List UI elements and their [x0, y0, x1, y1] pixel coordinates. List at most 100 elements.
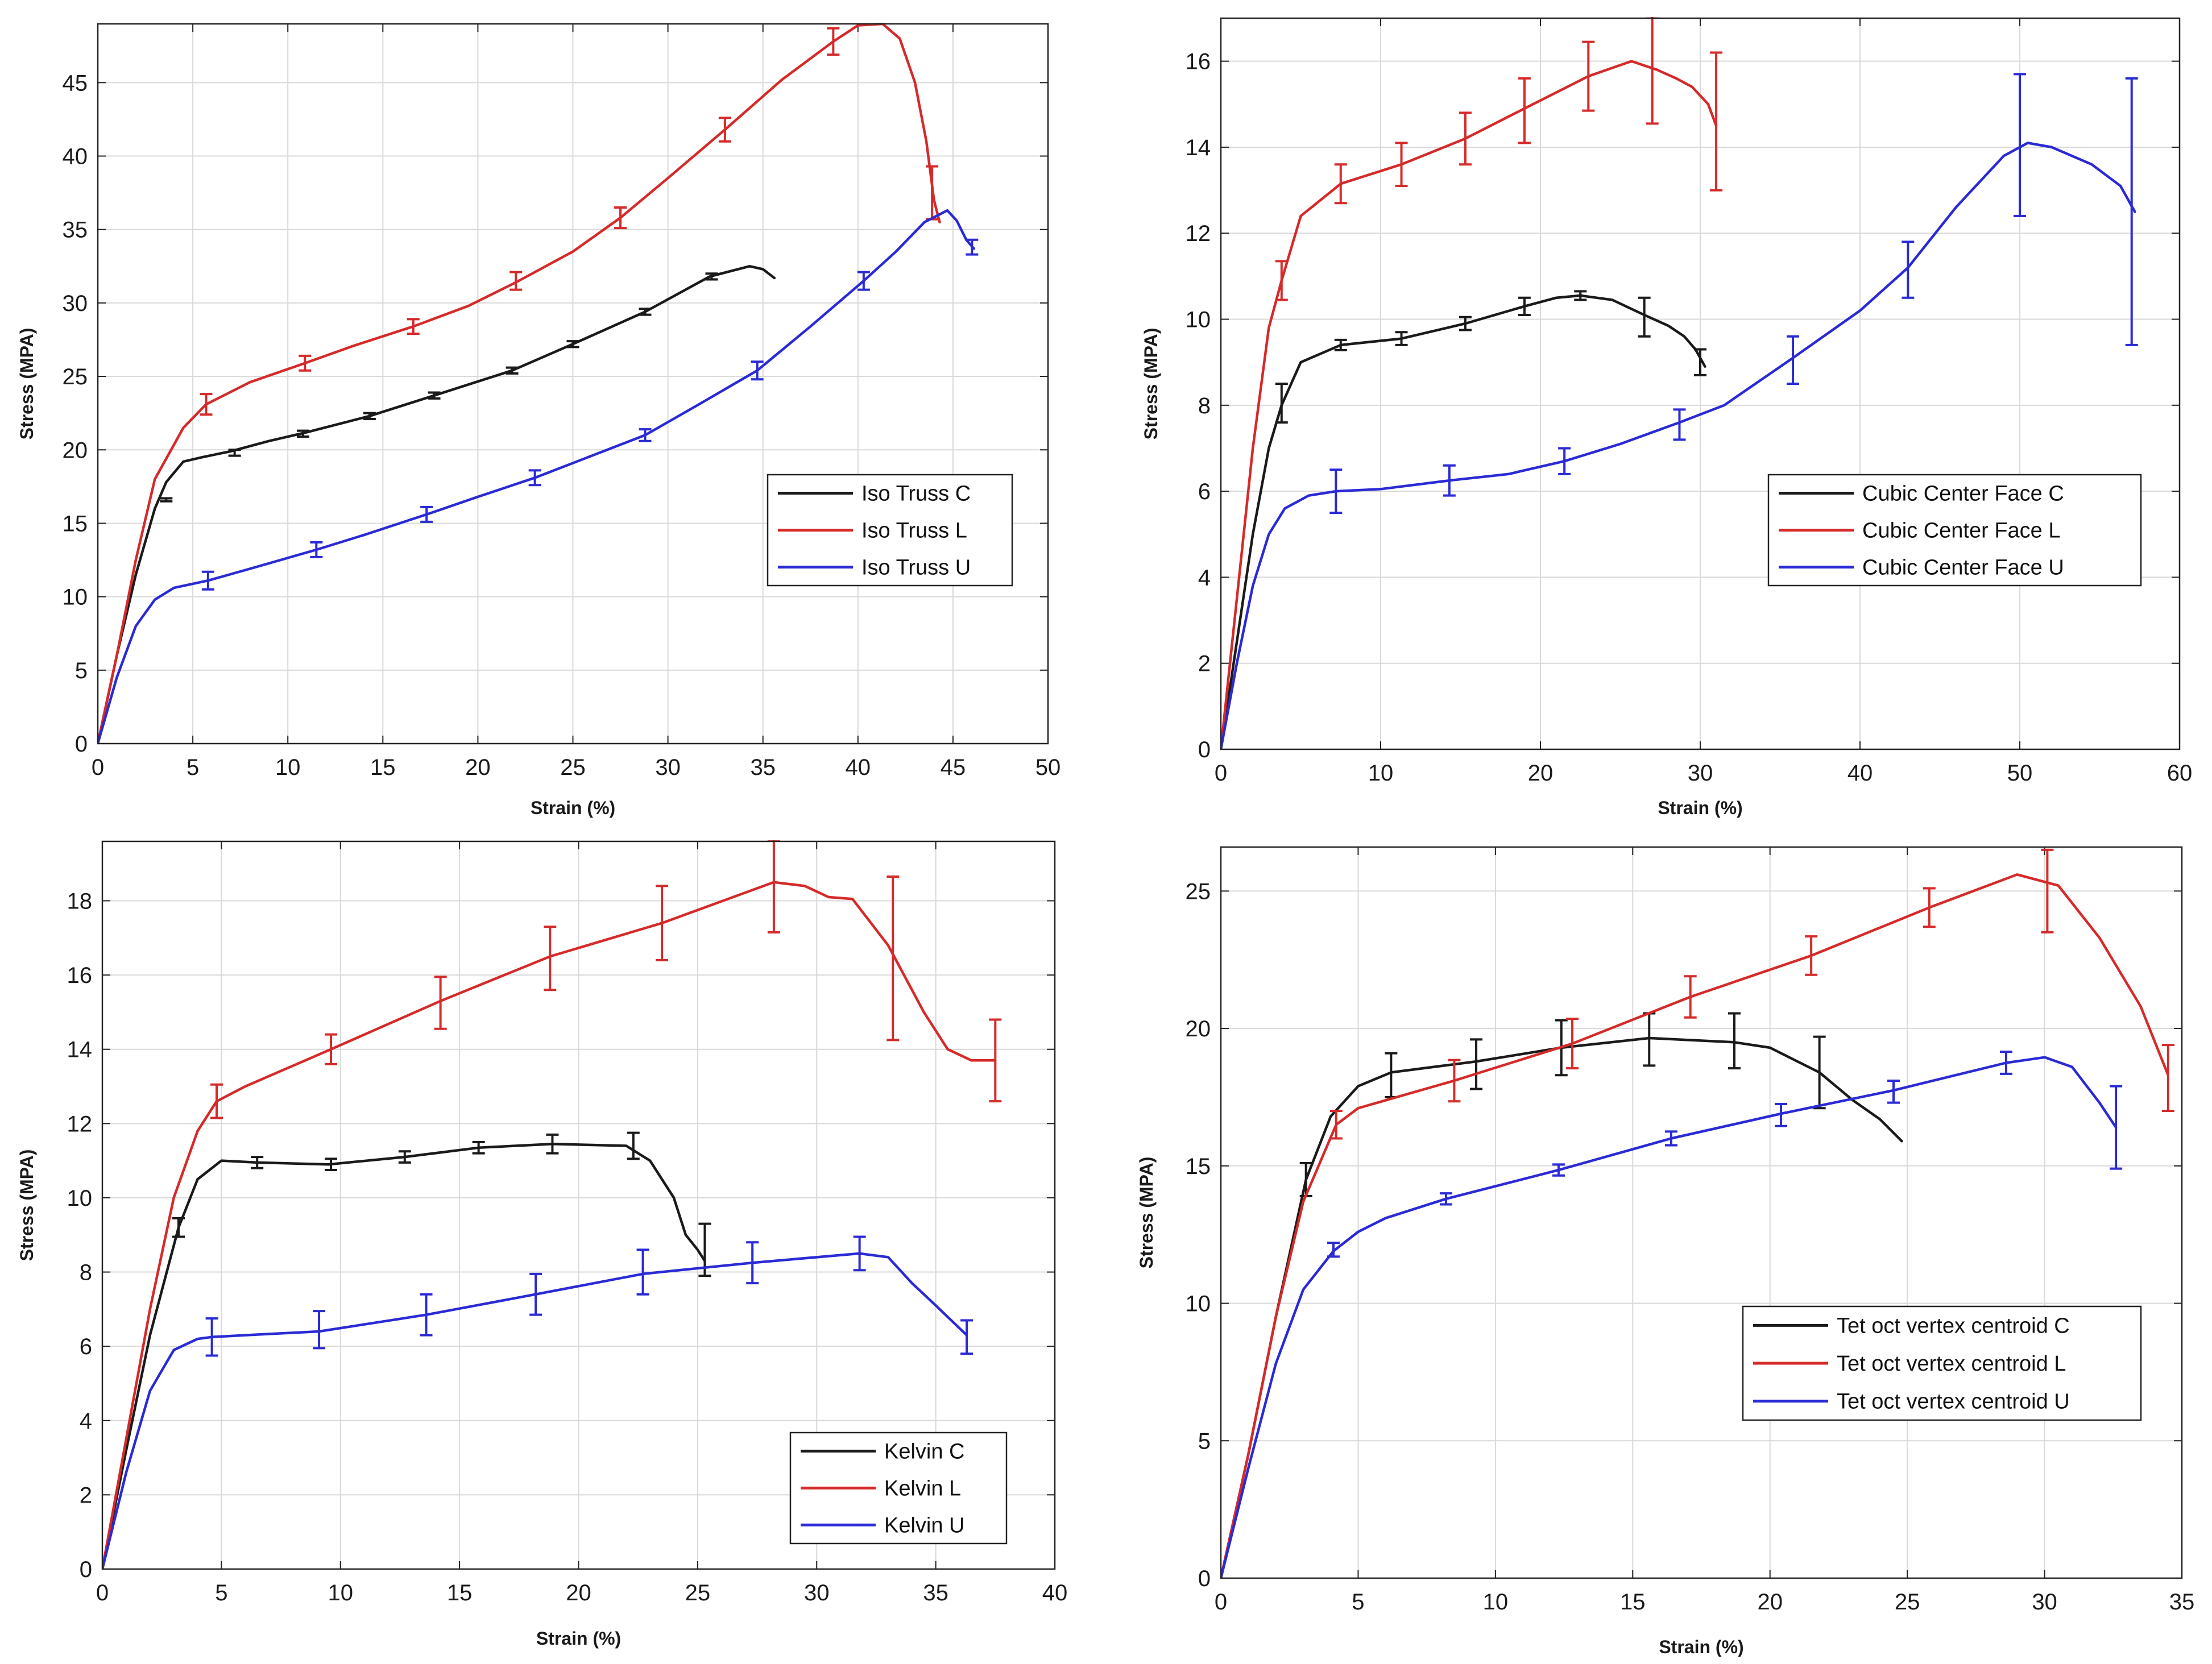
y-tick-label: 10 — [67, 1186, 93, 1211]
error-bar — [172, 1217, 185, 1238]
error-bar — [1552, 1163, 1565, 1177]
x-tick-label: 35 — [750, 755, 776, 780]
y-tick-label: 30 — [63, 291, 88, 316]
error-bar — [528, 469, 541, 487]
legend-label: Cubic Center Face U — [1862, 556, 2064, 580]
x-tick-label: 40 — [1848, 761, 1873, 786]
chart-tet-oct-vertex-centroid-svg: 0 5 10 15 20 25 30 35 0 5 10 15 20 25 Strain (%) Stress… — [1136, 846, 2195, 1657]
x-tick-label: 30 — [2032, 1590, 2057, 1615]
x-tick-label: 50 — [1035, 755, 1061, 780]
x-tick-label: 15 — [370, 755, 396, 780]
error-bar — [1728, 1012, 1741, 1070]
error-bar — [1923, 887, 1936, 928]
axes-frame — [101, 840, 1056, 1570]
error-bar — [2161, 1044, 2174, 1113]
x-axis-label: Strain (%) — [1658, 798, 1742, 818]
chart-cubic-center-face: 0 10 20 30 40 50 60 0 2 4 6 8 10 12 14 16 Strain (%) Stre… — [1106, 0, 2212, 830]
y-tick-label: 5 — [1198, 1429, 1211, 1454]
error-bar — [966, 238, 979, 256]
series-iso-truss-l — [98, 23, 941, 744]
error-bar — [200, 393, 213, 416]
error-bar — [1684, 975, 1697, 1019]
y-tick-label: 8 — [1198, 393, 1211, 418]
y-tick-label: 8 — [80, 1260, 92, 1285]
x-tick-label: 30 — [655, 755, 681, 780]
error-bar — [1448, 1059, 1461, 1103]
y-tick-label: 10 — [1186, 1292, 1211, 1317]
legend-label: Tet oct vertex centroid L — [1837, 1352, 2066, 1376]
x-tick-label: 0 — [96, 1580, 109, 1605]
legend-label: Tet oct vertex centroid C — [1837, 1314, 2070, 1338]
error-bar — [296, 429, 309, 438]
x-tick-label: 40 — [846, 755, 871, 780]
legend-item: Tet oct vertex centroid U — [1753, 1390, 2070, 1414]
x-tick-label: 20 — [1528, 761, 1554, 786]
legend-item: Cubic Center Face L — [1779, 519, 2061, 543]
y-axis-label: Stress (MPA) — [1136, 1157, 1157, 1269]
error-bar — [398, 1150, 411, 1164]
error-bar — [1439, 1192, 1452, 1206]
series-cubic-center-face-c — [1221, 290, 1706, 749]
error-bar — [325, 1157, 337, 1171]
error-bar — [639, 428, 652, 442]
x-tick-label: 0 — [1215, 1590, 1227, 1615]
error-bar — [420, 1293, 433, 1337]
legend-item: Cubic Center Face U — [1779, 556, 2064, 580]
series-kelvin-l — [102, 840, 1002, 1569]
error-bar — [746, 1241, 759, 1285]
x-tick-label: 35 — [2169, 1590, 2195, 1615]
error-bar — [857, 271, 870, 291]
y-tick-label: 15 — [63, 511, 88, 536]
error-bar — [1694, 348, 1706, 376]
series-line — [98, 265, 776, 744]
y-tick-label: 25 — [63, 364, 88, 389]
error-bar — [310, 541, 323, 558]
error-bar — [614, 206, 627, 230]
error-bar — [205, 1317, 218, 1357]
legend-item: Kelvin C — [801, 1440, 965, 1464]
x-tick-label: 10 — [1483, 1590, 1509, 1615]
error-bar — [1902, 240, 1915, 299]
error-bar — [1775, 1103, 1788, 1127]
error-bar — [1395, 142, 1408, 188]
y-tick-label: 40 — [63, 144, 88, 169]
x-tick-label: 50 — [2007, 761, 2033, 786]
y-axis-label: Stress (MPA) — [1141, 328, 1161, 440]
error-bar — [546, 1133, 559, 1155]
y-tick-label: 16 — [1186, 49, 1211, 74]
legend-item: Iso Truss L — [778, 519, 967, 543]
chart-kelvin: 0 5 10 15 20 25 30 35 40 0 2 4 6 8 10 12 14 16 18 Strain (%… — [0, 830, 1106, 1664]
x-tick-label: 60 — [2167, 761, 2193, 786]
y-axis-label: Stress (MPA) — [16, 328, 37, 440]
ticks: 0 10 20 30 40 50 60 0 2 4 6 8 10 12 14 16 — [1186, 18, 2193, 786]
legend-label: Kelvin L — [884, 1477, 961, 1501]
x-tick-label: 15 — [1620, 1590, 1646, 1615]
y-tick-label: 2 — [1198, 652, 1211, 677]
error-bar — [1327, 1242, 1340, 1258]
x-tick-label: 10 — [328, 1580, 354, 1605]
error-bar — [1566, 1018, 1579, 1070]
error-bar — [2014, 73, 2026, 217]
error-bar — [960, 1319, 974, 1355]
x-tick-label: 5 — [1352, 1590, 1364, 1615]
x-tick-label: 40 — [1042, 1580, 1068, 1605]
y-tick-label: 20 — [63, 438, 88, 463]
error-bar — [1518, 77, 1531, 144]
series-tet-oct-vertex-centroid-u — [1221, 1051, 2123, 1578]
legend: Tet oct vertex centroid C Tet oct vertex … — [1742, 1305, 2142, 1421]
error-bar — [827, 27, 840, 56]
y-tick-label: 10 — [1186, 308, 1211, 333]
legend: Iso Truss C Iso Truss L Iso Truss U — [767, 474, 1013, 587]
error-bar — [363, 412, 376, 421]
chart-iso-truss-svg: 0 5 10 15 20 25 30 35 40 45 50 0 5 10 15 20 25 30 35 40 45 St… — [16, 23, 1061, 818]
error-bar — [228, 449, 241, 457]
series-line — [1221, 60, 1718, 749]
error-bar — [544, 926, 557, 991]
error-bar — [1329, 1110, 1343, 1140]
y-tick-label: 12 — [1186, 221, 1211, 246]
y-tick-label: 5 — [75, 658, 88, 683]
x-tick-label: 5 — [187, 755, 199, 780]
error-bar — [1275, 383, 1288, 424]
error-bar — [160, 497, 173, 503]
legend-item: Kelvin U — [801, 1514, 965, 1538]
